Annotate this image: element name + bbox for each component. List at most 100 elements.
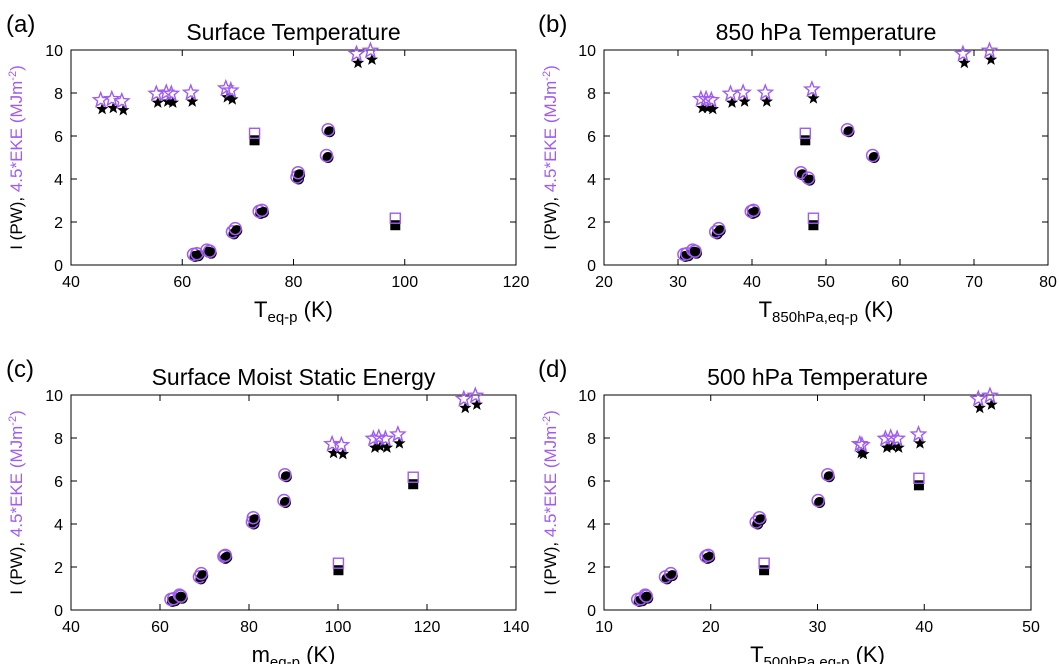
data-point-star-purple (697, 89, 716, 107)
data-point-circle-purple (255, 203, 269, 218)
chart-title: Surface Moist Static Energy (152, 364, 436, 390)
y-axis-label: I (PW), 4.5*EKE (MJm-2) (541, 410, 560, 595)
data-point-star-purple (802, 79, 821, 97)
data-point-square-black (390, 220, 401, 231)
data-point-square-black (808, 220, 819, 231)
data-point-star-black (857, 447, 870, 460)
data-point-circle-purple (321, 122, 335, 137)
y-tick-label: 8 (54, 86, 63, 103)
y-tick-label: 0 (587, 258, 596, 275)
x-tick-label: 140 (503, 619, 530, 636)
data-point-square-purple (913, 472, 925, 484)
data-point-star-black (336, 447, 350, 460)
data-point-star-purple (980, 41, 999, 59)
data-point-star-black (973, 401, 986, 414)
data-point-star-purple (323, 434, 342, 452)
x-tick-label: 100 (325, 619, 352, 636)
data-point-circle-purple (701, 548, 715, 563)
y-tick-label: 6 (587, 474, 596, 491)
data-point-star-purple (454, 389, 473, 407)
x-axis-label: Teq-p (K) (254, 297, 333, 326)
data-point-star-black (151, 96, 164, 108)
x-tick-label: 20 (702, 619, 720, 636)
data-point-star-black (738, 95, 751, 107)
data-point-star-purple (852, 435, 871, 453)
y-label-purple: 4.5*EKE (MJm (7, 81, 26, 192)
x-tick-label: 40 (62, 274, 80, 291)
y-tick-label: 10 (578, 43, 596, 60)
y-label-close: ) (541, 65, 560, 71)
x-label-unit: (K) (298, 297, 333, 322)
data-point-star-black (107, 101, 120, 114)
y-tick-label: 4 (54, 172, 63, 189)
data-point-circle-purple (639, 589, 654, 603)
x-tick-label: 30 (809, 619, 827, 636)
data-point-star-black (117, 103, 130, 116)
data-point-star-purple (850, 434, 869, 452)
x-tick-label: 20 (595, 274, 613, 291)
x-tick-label: 80 (285, 274, 303, 291)
data-point-circle-purple (865, 148, 880, 163)
data-point-star-black (706, 102, 719, 115)
y-axis-ticks: 0 2 4 6 8 10 (45, 43, 516, 275)
data-point-star-purple (909, 424, 928, 442)
data-point-star-black (365, 53, 379, 65)
y-tick-label: 8 (587, 86, 596, 103)
data-point-star-purple (216, 78, 235, 97)
data-point-square-purple (807, 212, 820, 224)
data-point-circle-purple (228, 221, 243, 236)
x-label-subscript: 500hPa,eq-p (764, 654, 850, 664)
plot-frame (603, 49, 1049, 266)
data-point-star-purple (181, 83, 200, 101)
data-point-circle-purple (291, 165, 305, 180)
data-point-star-purple (702, 90, 721, 108)
y-axis-label: I (PW), 4.5*EKE (MJm-2) (7, 65, 26, 250)
data-point-star-purple (388, 424, 407, 442)
data-point-star-purple (347, 44, 366, 62)
data-point-star-black (327, 446, 340, 459)
x-axis-label: T850hPa,eq-p (K) (759, 297, 894, 326)
plot-frame (70, 49, 517, 266)
x-tick-label: 120 (503, 274, 530, 291)
y-label-purple: 4.5*EKE (MJm (541, 426, 560, 537)
x-tick-label: 100 (391, 274, 418, 291)
y-tick-label: 2 (587, 560, 596, 577)
data-point-star-purple (147, 84, 166, 102)
data-point-star-purple (691, 89, 710, 107)
panel-d: (d) 500 hPa Temperature 10 20 30 40 50 0 2 4 6 8… (538, 356, 1040, 664)
y-label-black: I (PW), (541, 537, 560, 595)
data-point-star-black (470, 398, 483, 410)
x-label-main: T (750, 642, 763, 664)
y-tick-label: 10 (45, 388, 63, 405)
data-point-circle-purple (277, 493, 291, 508)
x-axis-ticks: 10 20 30 40 50 (595, 395, 1040, 636)
data-point-star-black (984, 53, 998, 65)
x-tick-label: 80 (1039, 274, 1057, 291)
y-axis-ticks: 0 2 4 6 8 10 (578, 388, 1031, 620)
data-point-circle-purple (202, 244, 217, 258)
x-tick-label: 70 (965, 274, 983, 291)
y-tick-label: 0 (54, 603, 63, 620)
data-point-circle-purple (752, 510, 767, 525)
data-point-star-purple (91, 90, 110, 108)
x-tick-label: 50 (817, 274, 835, 291)
x-tick-label: 120 (414, 619, 441, 636)
panel-b: (b) 850 hPa Temperature 20 30 40 50 60 70 80 0… (538, 11, 1057, 326)
data-point-star-purple (466, 386, 485, 404)
data-point-circle-purple (218, 548, 232, 563)
chart-title: Surface Temperature (186, 19, 400, 45)
data-point-star-purple (376, 429, 395, 447)
x-tick-label: 40 (915, 619, 933, 636)
y-tick-label: 0 (54, 258, 63, 275)
data-point-star-purple (221, 80, 240, 99)
y-label-purple: 4.5*EKE (MJm (541, 81, 560, 192)
y-tick-label: 4 (587, 172, 596, 189)
data-point-star-black (459, 401, 472, 414)
data-point-star-black (913, 436, 927, 449)
panel-label: (b) (538, 11, 567, 38)
data-point-square-black (913, 480, 924, 491)
y-label-purple: 4.5*EKE (MJm (7, 426, 26, 537)
x-axis-ticks: 40 60 80 100 120 (62, 50, 529, 291)
x-label-unit: (K) (849, 642, 884, 664)
